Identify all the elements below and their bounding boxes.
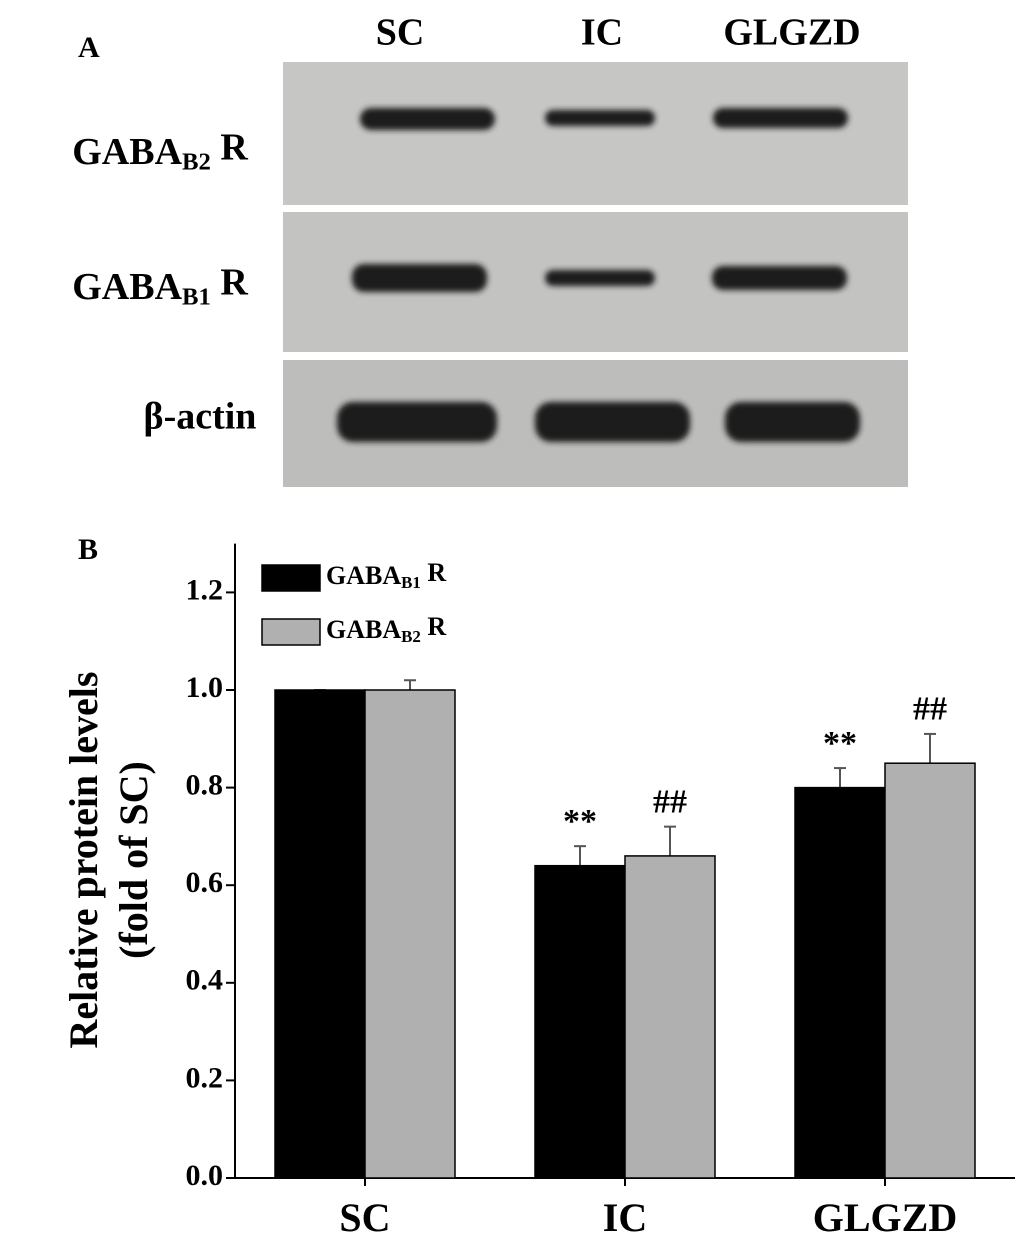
blot-band (360, 108, 495, 130)
bar (274, 689, 366, 1179)
y-tick-label: 0.6 (186, 866, 224, 899)
blot-strips (283, 62, 908, 487)
legend-swatch (261, 618, 321, 646)
legend-label: GABAB2 R (326, 612, 446, 646)
lane-label: GLGZD (723, 12, 860, 54)
row-label: GABAB2 R (72, 126, 248, 175)
significance-mark: ** (823, 725, 857, 762)
significance-mark: ** (563, 803, 597, 840)
blot-band (712, 266, 847, 290)
blot-band (725, 402, 860, 442)
legend-label: GABAB1 R (326, 558, 446, 592)
row-label: GABAB1 R (72, 261, 248, 310)
y-axis-label: (fold of SC) (111, 761, 156, 959)
blot-band (352, 264, 487, 292)
blot-band (337, 402, 497, 442)
significance-mark: ## (653, 783, 687, 820)
y-tick-label: 0.2 (186, 1061, 224, 1094)
panel-label: B (78, 533, 98, 566)
x-tick-label: GLGZD (813, 1195, 957, 1240)
y-tick-label: 1.0 (186, 671, 224, 704)
bar (794, 786, 886, 1179)
bar (364, 689, 456, 1179)
y-tick-label: 0.4 (186, 964, 224, 997)
x-tick-label: SC (339, 1195, 390, 1240)
bar (624, 855, 716, 1179)
lane-label: SC (376, 12, 425, 54)
legend-swatch (261, 564, 321, 592)
y-tick-label: 0.0 (186, 1159, 224, 1192)
blot-band (713, 108, 848, 128)
x-tick-label: IC (603, 1195, 647, 1240)
panel-label: A (78, 31, 100, 64)
blot-band (535, 402, 690, 442)
bar (534, 864, 626, 1179)
blot-strip (283, 62, 908, 205)
y-tick-label: 1.2 (186, 573, 224, 606)
blot-band (545, 110, 655, 126)
blot-band (545, 270, 655, 286)
row-label: β-actin (144, 396, 257, 438)
bar (884, 762, 976, 1179)
y-tick-label: 0.8 (186, 768, 224, 801)
lane-label: IC (581, 12, 623, 54)
significance-mark: ## (913, 691, 947, 728)
y-axis-label: Relative protein levels (61, 672, 106, 1049)
